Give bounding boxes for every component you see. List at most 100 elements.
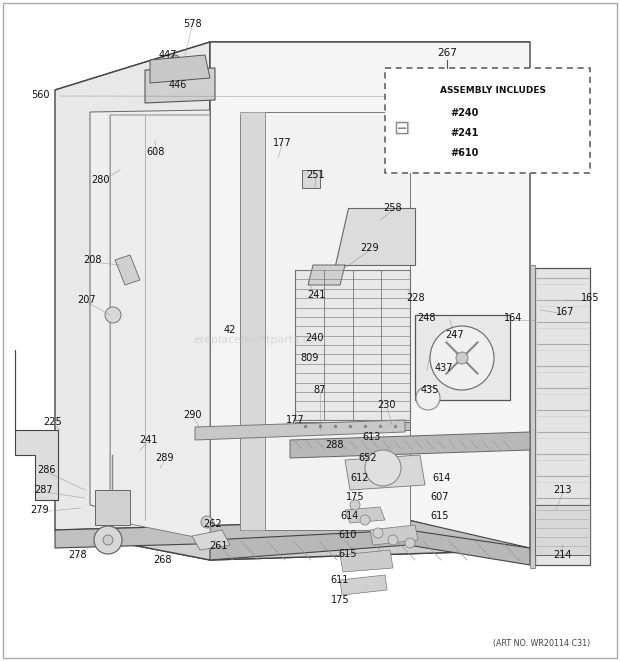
Polygon shape — [15, 350, 58, 500]
Text: 207: 207 — [78, 295, 96, 305]
Text: 615: 615 — [339, 549, 357, 559]
Polygon shape — [345, 455, 425, 490]
Text: 164: 164 — [504, 313, 522, 323]
Polygon shape — [265, 112, 410, 530]
Text: 607: 607 — [431, 492, 450, 502]
Circle shape — [405, 538, 415, 548]
Polygon shape — [210, 42, 530, 560]
Text: 177: 177 — [286, 415, 304, 425]
Text: 165: 165 — [581, 293, 600, 303]
Text: 279: 279 — [30, 505, 50, 515]
Text: 437: 437 — [435, 363, 453, 373]
Text: ereplacementparts.com: ereplacementparts.com — [193, 335, 327, 345]
Text: #610: #610 — [450, 148, 479, 158]
Text: 290: 290 — [184, 410, 202, 420]
Text: (ART NO. WR20114 C31): (ART NO. WR20114 C31) — [493, 639, 590, 648]
Text: ⊟: ⊟ — [393, 118, 409, 137]
Circle shape — [360, 515, 370, 525]
Text: 225: 225 — [43, 417, 63, 427]
Polygon shape — [192, 530, 230, 550]
Circle shape — [456, 352, 468, 364]
Text: 613: 613 — [363, 432, 381, 442]
Text: 167: 167 — [556, 307, 574, 317]
Text: 289: 289 — [156, 453, 174, 463]
Polygon shape — [530, 265, 535, 568]
Text: 247: 247 — [446, 330, 464, 340]
Text: 229: 229 — [361, 243, 379, 253]
Text: 214: 214 — [554, 550, 572, 560]
Text: 578: 578 — [183, 19, 202, 29]
Text: #240: #240 — [450, 108, 479, 118]
Text: 42: 42 — [224, 325, 236, 335]
Text: 614: 614 — [433, 473, 451, 483]
Text: 614: 614 — [341, 511, 359, 521]
Circle shape — [94, 526, 122, 554]
Polygon shape — [90, 110, 210, 535]
Text: 251: 251 — [307, 170, 326, 180]
Circle shape — [201, 516, 213, 528]
Polygon shape — [55, 520, 530, 560]
Polygon shape — [145, 68, 215, 103]
Text: 560: 560 — [31, 90, 49, 100]
Polygon shape — [110, 115, 210, 540]
Polygon shape — [195, 420, 405, 440]
Polygon shape — [308, 265, 345, 285]
Polygon shape — [535, 268, 590, 565]
Polygon shape — [55, 520, 530, 550]
Text: 435: 435 — [421, 385, 439, 395]
Polygon shape — [340, 550, 393, 572]
Polygon shape — [240, 112, 265, 530]
Circle shape — [430, 326, 494, 390]
Text: 230: 230 — [378, 400, 396, 410]
Circle shape — [365, 450, 401, 486]
Polygon shape — [290, 432, 530, 458]
Circle shape — [373, 528, 383, 538]
FancyBboxPatch shape — [385, 68, 590, 173]
Polygon shape — [415, 315, 510, 400]
Polygon shape — [535, 505, 590, 555]
Text: 258: 258 — [384, 203, 402, 213]
Polygon shape — [55, 42, 210, 560]
Text: 87: 87 — [314, 385, 326, 395]
Text: 447: 447 — [159, 50, 177, 60]
Text: 287: 287 — [35, 485, 53, 495]
Text: 288: 288 — [326, 440, 344, 450]
Polygon shape — [150, 55, 210, 83]
Polygon shape — [210, 530, 530, 565]
Text: 611: 611 — [331, 575, 349, 585]
Circle shape — [416, 386, 440, 410]
Text: 280: 280 — [91, 175, 109, 185]
Text: 262: 262 — [204, 519, 223, 529]
Text: 175: 175 — [346, 492, 365, 502]
Text: 809: 809 — [301, 353, 319, 363]
Text: 228: 228 — [407, 293, 425, 303]
Text: 612: 612 — [351, 473, 370, 483]
Text: 248: 248 — [418, 313, 436, 323]
Text: 177: 177 — [273, 138, 291, 148]
Polygon shape — [345, 507, 385, 523]
Text: 615: 615 — [431, 511, 450, 521]
Text: 610: 610 — [339, 530, 357, 540]
Text: 267: 267 — [437, 48, 457, 58]
Polygon shape — [55, 42, 530, 90]
Text: 213: 213 — [554, 485, 572, 495]
Bar — [302, 170, 320, 188]
Text: 278: 278 — [69, 550, 87, 560]
Polygon shape — [335, 208, 415, 265]
Circle shape — [105, 307, 121, 323]
Polygon shape — [95, 490, 130, 525]
Polygon shape — [340, 575, 387, 595]
Circle shape — [388, 535, 398, 545]
Polygon shape — [115, 255, 140, 285]
Text: 286: 286 — [38, 465, 56, 475]
Polygon shape — [295, 270, 410, 420]
Circle shape — [103, 535, 113, 545]
Text: 240: 240 — [306, 333, 324, 343]
Text: 652: 652 — [359, 453, 378, 463]
Text: 208: 208 — [82, 255, 101, 265]
Polygon shape — [370, 525, 418, 545]
Text: 446: 446 — [169, 80, 187, 90]
Text: 268: 268 — [153, 555, 171, 565]
Circle shape — [350, 500, 360, 510]
Circle shape — [170, 55, 180, 65]
